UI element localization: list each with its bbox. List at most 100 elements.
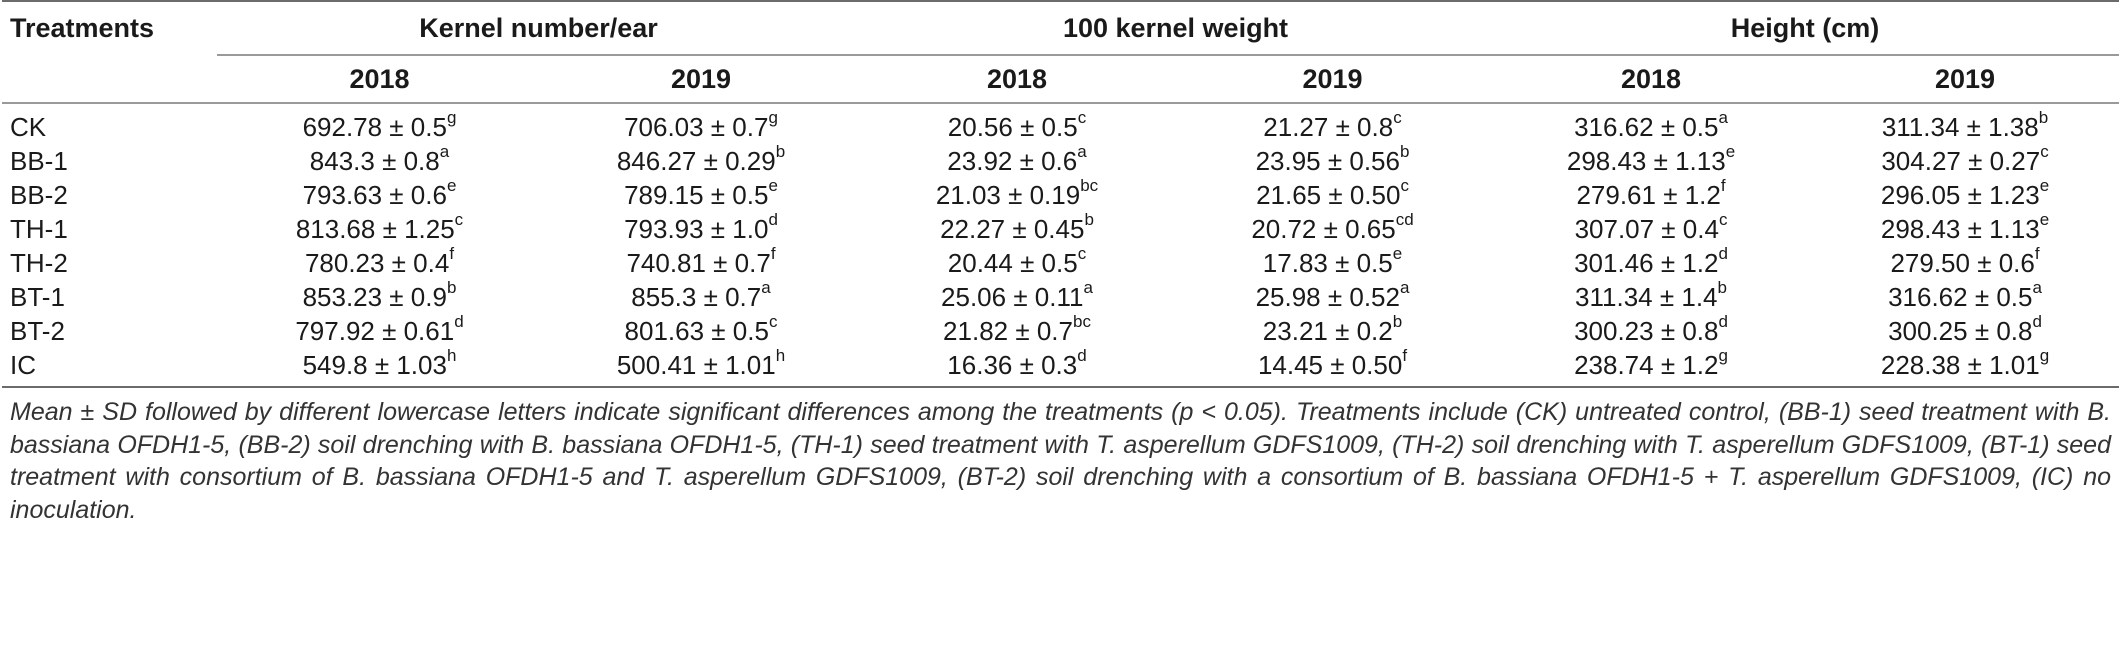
- table-row: TH-1 813.68 ± 1.25c 793.93 ± 1.0d 22.27 ± 0…: [2, 209, 2119, 246]
- cell-value: 20.56 ± 0.5: [947, 111, 1078, 142]
- cell-value: 789.15 ± 0.5: [624, 179, 769, 210]
- year-header: 2019: [542, 54, 860, 104]
- table-row: BB-2 793.63 ± 0.6e 789.15 ± 0.5e 21.03 ± 0.…: [2, 175, 2119, 212]
- cell-value: 301.46 ± 1.2: [1574, 247, 1719, 278]
- table-cell: 304.27 ± 0.27c: [1811, 141, 2119, 178]
- significance-letter: h: [775, 345, 786, 365]
- cell-value: 21.65 ± 0.50: [1256, 179, 1401, 210]
- cell-value: 300.25 ± 0.8: [1888, 315, 2033, 346]
- table-cell: 500.41 ± 1.01h: [542, 345, 860, 388]
- cell-value: 316.62 ± 0.5: [1574, 111, 1719, 142]
- significance-letter: c: [1077, 107, 1087, 127]
- year-header-blank: [2, 55, 217, 104]
- cell-value: 298.43 ± 1.13: [1566, 145, 1726, 176]
- significance-letter: a: [1399, 277, 1410, 297]
- significance-letter: b: [1399, 141, 1410, 161]
- table-cell: 855.3 ± 0.7a: [542, 277, 860, 314]
- year-header-row: 2018 2019 2018 2019 2018 2019: [2, 54, 2120, 104]
- table-cell: 300.23 ± 0.8d: [1491, 311, 1811, 348]
- table-row: TH-2 780.23 ± 0.4f 740.81 ± 0.7f 20.44 ± 0.…: [2, 243, 2119, 280]
- significance-letter: c: [768, 311, 778, 331]
- treatment-label: TH-1: [10, 213, 68, 244]
- cell-value: 21.03 ± 0.19: [935, 179, 1081, 210]
- significance-letter: a: [1077, 141, 1087, 161]
- table-cell: 20.56 ± 0.5c: [860, 103, 1174, 144]
- significance-letter: b: [775, 141, 786, 161]
- year-header: 2019: [1174, 54, 1492, 104]
- cell-value: 17.83 ± 0.5: [1262, 247, 1393, 278]
- cell-value: 740.81 ± 0.7: [626, 247, 771, 278]
- results-table: Treatments Kernel number/ear 100 kernel …: [2, 0, 2120, 388]
- table-cell: 14.45 ± 0.50f: [1174, 346, 1492, 388]
- significance-letter: a: [2032, 277, 2042, 297]
- significance-letter: a: [1083, 277, 1093, 297]
- significance-letter: g: [1718, 345, 1728, 365]
- significance-letter: d: [1718, 311, 1728, 331]
- cell-value: 25.06 ± 0.11: [941, 281, 1084, 312]
- significance-letter: c: [454, 209, 464, 229]
- table-cell: 846.27 ± 0.29b: [542, 141, 860, 178]
- significance-letter: d: [454, 311, 464, 331]
- significance-letter: f: [770, 243, 776, 263]
- table-cell: 279.50 ± 0.6f: [1811, 243, 2119, 280]
- cell-value: 549.8 ± 1.03: [302, 349, 447, 380]
- cell-value: 500.41 ± 1.01: [616, 349, 776, 380]
- cell-value: 21.82 ± 0.7: [943, 315, 1073, 346]
- significance-letter: g: [768, 107, 778, 127]
- significance-letter: h: [446, 345, 457, 365]
- cell-value: 801.63 ± 0.5: [624, 315, 769, 346]
- table-cell: 21.82 ± 0.7bc: [860, 312, 1174, 348]
- significance-letter: d: [1077, 345, 1087, 365]
- significance-letter: c: [2040, 141, 2049, 161]
- table-cell: 316.62 ± 0.5a: [1491, 103, 1811, 144]
- significance-letter: e: [1725, 141, 1736, 161]
- cell-value: 706.03 ± 0.7: [624, 111, 769, 142]
- significance-letter: e: [768, 175, 778, 195]
- significance-letter: g: [446, 107, 457, 127]
- significance-letter: e: [2039, 209, 2050, 229]
- table-cell: 801.63 ± 0.5c: [542, 311, 860, 348]
- table-cell: 17.83 ± 0.5e: [1174, 243, 1491, 280]
- cell-value: 296.05 ± 1.23: [1880, 179, 2040, 210]
- cell-value: 813.68 ± 1.25: [295, 213, 455, 244]
- significance-letter: e: [1392, 243, 1403, 263]
- significance-letter: f: [2034, 243, 2040, 263]
- treatment-label: BB-2: [10, 179, 68, 210]
- table-row: CK 692.78 ± 0.5g 706.03 ± 0.7g 20.56 ± 0.5c…: [2, 103, 2119, 144]
- table-cell: 311.34 ± 1.38b: [1811, 103, 2119, 144]
- table-cell: 23.21 ± 0.2b: [1174, 312, 1491, 348]
- cell-value: 311.34 ± 1.38: [1881, 111, 2039, 142]
- significance-letter: b: [2038, 107, 2049, 127]
- significance-letter: d: [2032, 311, 2042, 331]
- table-cell: 692.78 ± 0.5g: [217, 103, 542, 144]
- table-row: IC 549.8 ± 1.03h 500.41 ± 1.01h 16.36 ± 0.3…: [2, 345, 2120, 388]
- treatments-header: Treatments: [2, 0, 217, 55]
- significance-letter: b: [1717, 277, 1727, 297]
- cell-value: 279.50 ± 0.6: [1890, 247, 2035, 278]
- table-cell: 843.3 ± 0.8a: [217, 142, 542, 178]
- cell-value: 238.74 ± 1.2: [1574, 349, 1719, 380]
- cell-value: 780.23 ± 0.4: [304, 247, 450, 278]
- cell-value: 16.36 ± 0.3: [947, 349, 1078, 380]
- table-body: CK 692.78 ± 0.5g 706.03 ± 0.7g 20.56 ± 0.5c…: [2, 103, 2120, 388]
- table-cell: 296.05 ± 1.23e: [1811, 176, 2119, 212]
- year-header: 2018: [1491, 54, 1812, 104]
- table-cell: 238.74 ± 1.2g: [1491, 345, 1812, 388]
- table-cell: 228.38 ± 1.01g: [1811, 346, 2120, 388]
- table-cell: 21.03 ± 0.19bc: [860, 175, 1174, 212]
- table-cell: 21.27 ± 0.8c: [1174, 103, 1491, 144]
- table-cell: 780.23 ± 0.4f: [217, 244, 542, 280]
- significance-letter: d: [1718, 243, 1728, 263]
- table-cell: 797.92 ± 0.61d: [217, 311, 542, 348]
- cell-value: 14.45 ± 0.50: [1257, 349, 1403, 380]
- significance-letter: a: [761, 277, 771, 297]
- cell-value: 298.43 ± 1.13: [1880, 213, 2040, 244]
- table-cell: 16.36 ± 0.3d: [860, 345, 1174, 388]
- table-cell: 25.06 ± 0.11a: [860, 277, 1174, 314]
- height-header: Height (cm): [1491, 0, 2120, 55]
- table-cell: 549.8 ± 1.03h: [217, 345, 542, 388]
- table-cell: 21.65 ± 0.50c: [1174, 176, 1491, 212]
- significance-letter: bc: [1080, 175, 1099, 195]
- cell-value: 316.62 ± 0.5: [1888, 281, 2033, 312]
- significance-letter: c: [1393, 107, 1402, 127]
